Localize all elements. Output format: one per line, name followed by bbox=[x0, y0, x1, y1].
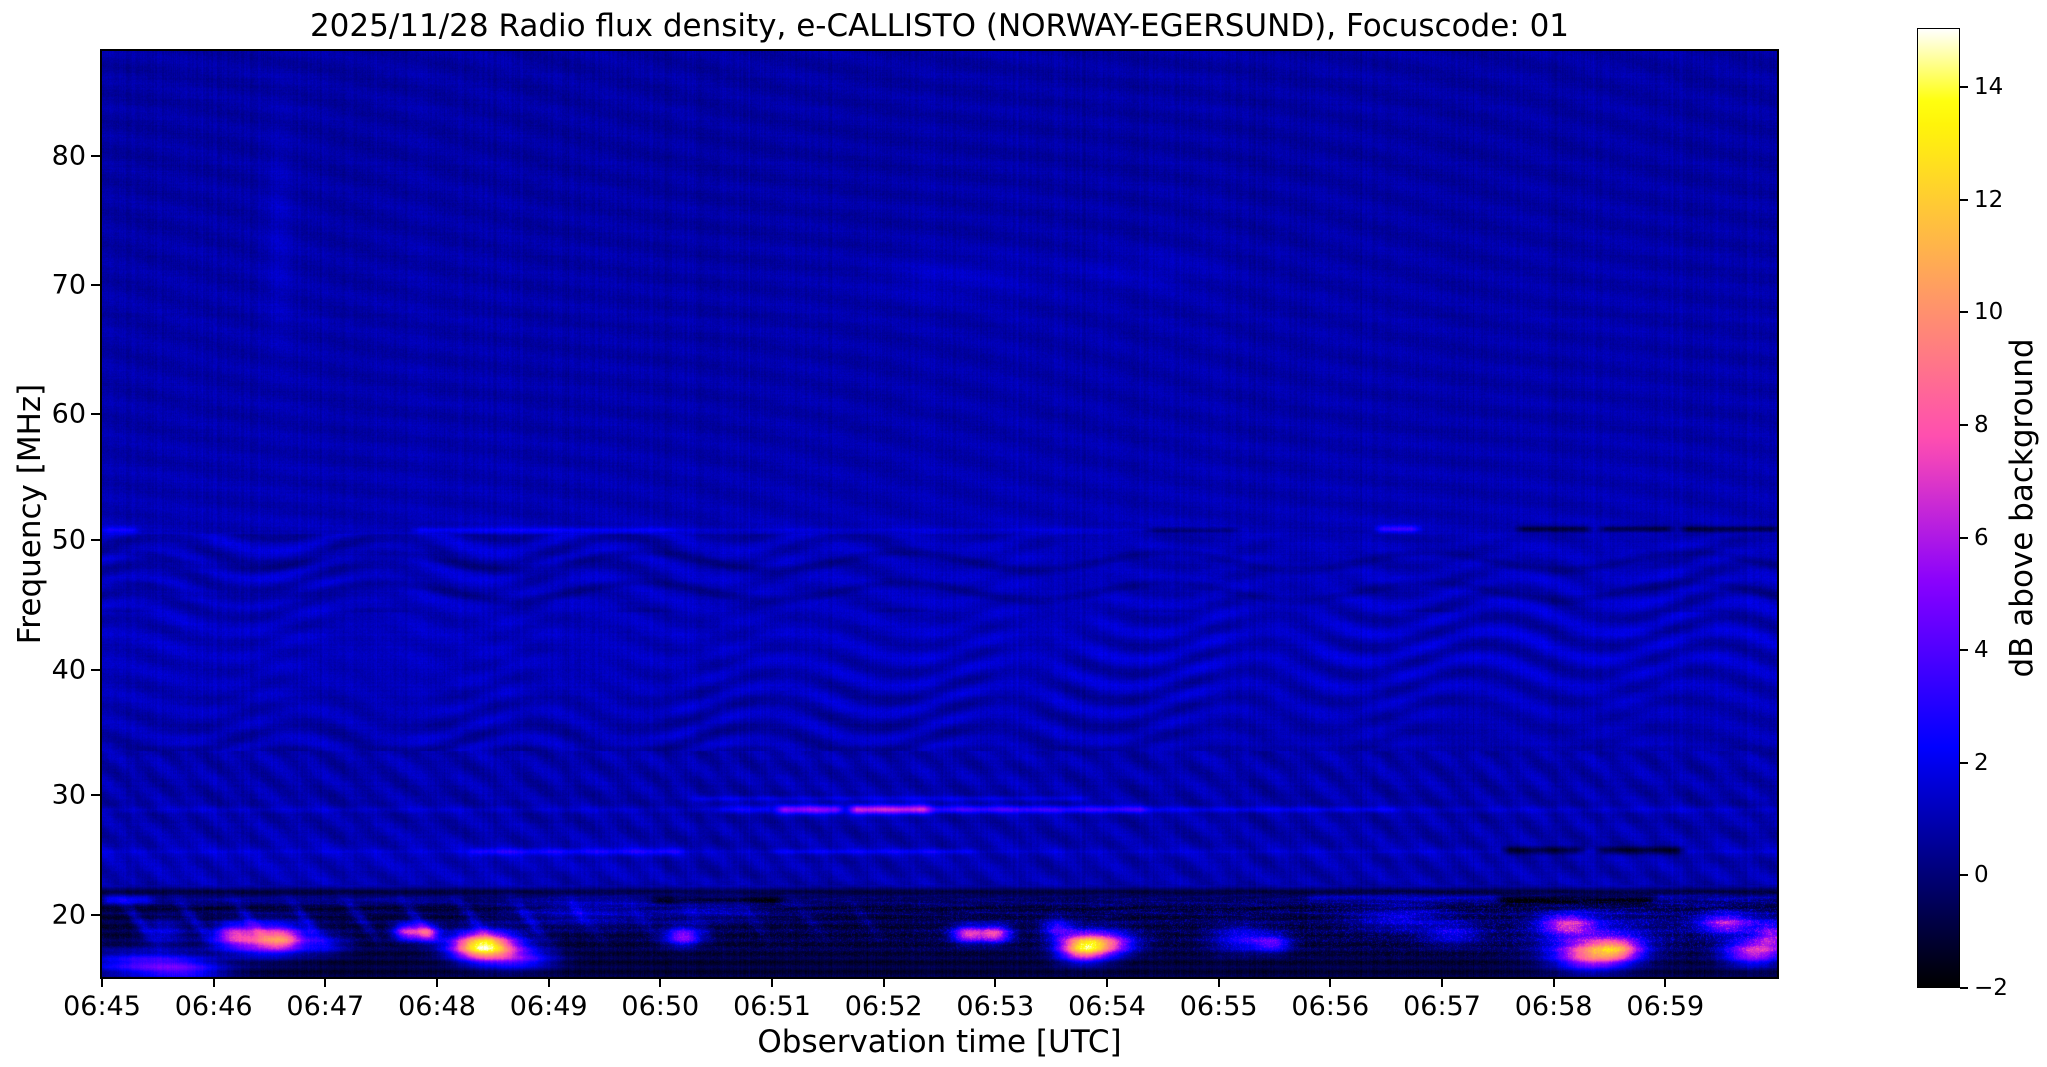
x-tick-mark bbox=[659, 977, 662, 987]
colorbar-tick-label: 6 bbox=[1974, 524, 1989, 551]
colorbar-tick-label: 12 bbox=[1974, 186, 2004, 213]
colorbar-tick-label: 2 bbox=[1974, 749, 1989, 776]
x-tick-mark bbox=[212, 977, 215, 987]
x-tick-mark bbox=[101, 977, 103, 987]
x-tick-label: 06:46 bbox=[174, 991, 253, 1022]
x-tick-label: 06:49 bbox=[509, 991, 588, 1022]
colorbar-tick-mark bbox=[1960, 423, 1968, 426]
x-tick-mark bbox=[1217, 977, 1220, 987]
colorbar-tick-label: −2 bbox=[1974, 975, 2008, 1001]
y-tick-label: 50 bbox=[51, 524, 86, 556]
y-tick-mark bbox=[91, 412, 101, 415]
y-tick-label: 60 bbox=[51, 398, 86, 430]
x-tick-label: 06:56 bbox=[1291, 991, 1370, 1022]
y-tick-mark bbox=[91, 793, 101, 796]
x-tick-label: 06:52 bbox=[844, 991, 923, 1022]
x-tick-mark bbox=[994, 977, 997, 987]
y-tick-label: 40 bbox=[51, 654, 86, 686]
y-tick-mark bbox=[91, 284, 101, 287]
y-tick-label: 30 bbox=[51, 779, 86, 811]
x-tick-label: 06:45 bbox=[63, 991, 141, 1022]
x-tick-mark bbox=[436, 977, 438, 987]
plot-title: 2025/11/28 Radio flux density, e-CALLIST… bbox=[309, 8, 1570, 44]
x-tick-mark bbox=[1664, 977, 1667, 987]
colorbar-tick-label: 4 bbox=[1974, 637, 1989, 664]
x-tick-mark bbox=[1329, 977, 1332, 987]
x-tick-label: 06:48 bbox=[398, 991, 476, 1022]
spectrogram-heatmap bbox=[102, 51, 1777, 977]
x-tick-mark bbox=[547, 977, 550, 987]
x-tick-label: 06:58 bbox=[1514, 991, 1593, 1022]
colorbar-tick-mark bbox=[1960, 987, 1968, 989]
y-tick-mark bbox=[91, 538, 101, 541]
colorbar-tick-mark bbox=[1960, 649, 1968, 652]
x-tick-label: 06:51 bbox=[733, 991, 811, 1022]
x-tick-label: 06:50 bbox=[621, 991, 700, 1022]
colorbar bbox=[1917, 28, 1960, 988]
y-tick-mark bbox=[91, 913, 101, 916]
x-tick-label: 06:55 bbox=[1179, 991, 1258, 1022]
x-tick-label: 06:53 bbox=[956, 991, 1035, 1022]
plot-frame bbox=[100, 49, 1779, 979]
colorbar-tick-mark bbox=[1960, 761, 1968, 764]
colorbar-tick-mark bbox=[1960, 874, 1968, 877]
x-tick-mark bbox=[1552, 977, 1555, 987]
colorbar-label: dB above background bbox=[2004, 338, 2040, 678]
y-tick-label: 70 bbox=[51, 269, 86, 301]
x-tick-label: 06:57 bbox=[1403, 991, 1481, 1022]
x-tick-label: 06:59 bbox=[1626, 991, 1705, 1022]
x-tick-label: 06:47 bbox=[286, 991, 365, 1022]
colorbar-tick-label: 0 bbox=[1974, 862, 1989, 889]
colorbar-tick-mark bbox=[1960, 198, 1968, 201]
y-tick-label: 80 bbox=[51, 140, 86, 172]
y-tick-mark bbox=[91, 154, 101, 157]
colorbar-tick-mark bbox=[1960, 86, 1968, 89]
colorbar-tick-mark bbox=[1960, 536, 1968, 539]
y-tick-mark bbox=[91, 668, 101, 671]
x-tick-mark bbox=[324, 977, 327, 987]
x-axis-label: Observation time [UTC] bbox=[757, 1024, 1122, 1060]
colorbar-tick-label: 8 bbox=[1974, 411, 1989, 438]
colorbar-tick-label: 10 bbox=[1974, 299, 2004, 326]
y-axis-label: Frequency [MHz] bbox=[12, 383, 48, 645]
x-tick-mark bbox=[882, 977, 885, 987]
x-tick-label: 06:54 bbox=[1068, 991, 1146, 1022]
x-tick-mark bbox=[1106, 977, 1108, 987]
colorbar-tick-mark bbox=[1960, 311, 1968, 314]
x-tick-mark bbox=[771, 977, 773, 987]
y-tick-label: 20 bbox=[51, 899, 86, 931]
colorbar-tick-label: 14 bbox=[1974, 74, 2004, 101]
x-tick-mark bbox=[1441, 977, 1443, 987]
